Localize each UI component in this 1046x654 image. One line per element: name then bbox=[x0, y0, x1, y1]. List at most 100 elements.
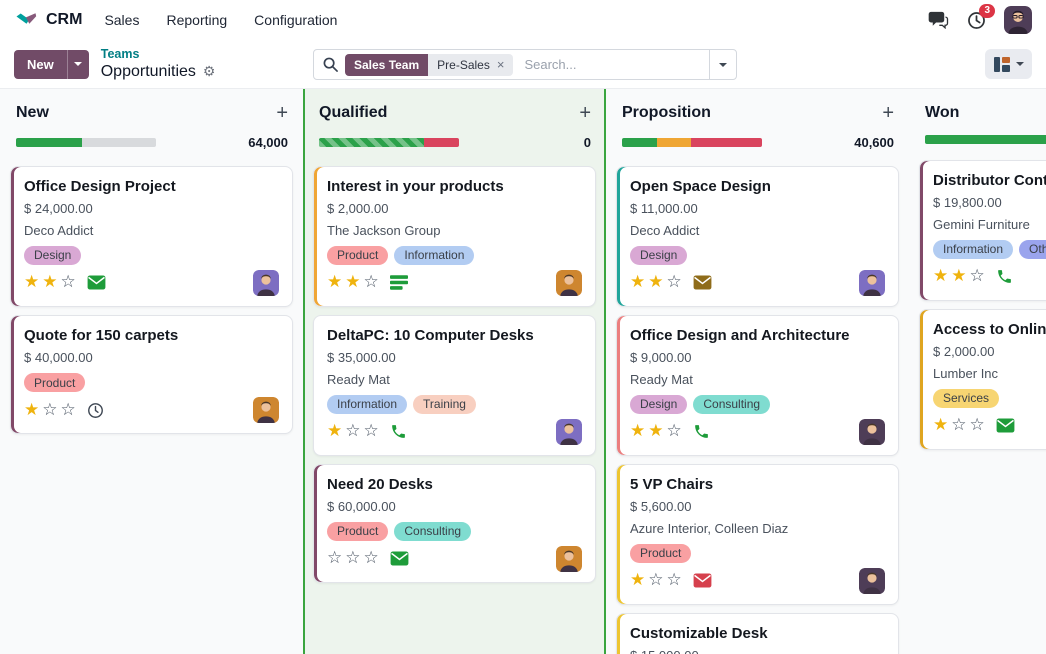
star-icon[interactable]: ★ bbox=[345, 272, 361, 292]
column-progressbar bbox=[319, 138, 459, 147]
tag-list: Information Training bbox=[327, 394, 582, 414]
progress-segment-warning[interactable] bbox=[657, 138, 691, 147]
progress-segment-success[interactable] bbox=[622, 138, 657, 147]
progress-segment-danger[interactable] bbox=[690, 138, 762, 147]
star-icon[interactable]: ☆ bbox=[60, 399, 76, 419]
kanban-card-access-to-online-catalog[interactable]: Access to Online Catalog $ 2,000.00 Lumber… bbox=[919, 308, 1046, 450]
assignee-avatar[interactable] bbox=[253, 269, 279, 296]
kanban-card-office-design-and-architecture[interactable]: Office Design and Architecture $ 9,000.00… bbox=[616, 314, 899, 456]
search-dropdown-toggle[interactable] bbox=[709, 50, 736, 79]
activities-clock-icon[interactable]: 3 bbox=[967, 3, 995, 30]
column-cards: Distributor Contract $ 19,800.00 Gemini Fu… bbox=[919, 160, 1046, 450]
star-icon[interactable]: ★ bbox=[630, 421, 646, 441]
envelope-icon[interactable] bbox=[87, 275, 106, 290]
add-record-button[interactable]: + bbox=[882, 102, 894, 124]
star-icon[interactable]: ☆ bbox=[345, 421, 361, 441]
star-icon[interactable]: ★ bbox=[24, 399, 40, 419]
messages-icon[interactable] bbox=[928, 11, 949, 29]
kanban-card-interest-in-your-products[interactable]: Interest in your products $ 2,000.00 The J… bbox=[313, 166, 596, 307]
star-icon[interactable]: ☆ bbox=[363, 548, 379, 568]
tag-list: Design Consulting bbox=[630, 394, 885, 414]
facet-remove-icon[interactable]: × bbox=[496, 57, 505, 72]
assignee-avatar[interactable] bbox=[859, 269, 885, 296]
expected-revenue: $ 60,000.00 bbox=[327, 499, 396, 515]
assignee-avatar[interactable] bbox=[859, 567, 885, 594]
expected-revenue: $ 9,000.00 bbox=[630, 350, 692, 366]
progress-segment-muted[interactable] bbox=[81, 138, 156, 147]
new-dropdown-toggle[interactable] bbox=[66, 49, 89, 79]
star-icon[interactable]: ★ bbox=[933, 415, 949, 435]
phone-icon[interactable] bbox=[390, 423, 407, 440]
new-button[interactable]: New bbox=[14, 49, 67, 79]
clock-icon[interactable] bbox=[87, 402, 104, 419]
add-record-button[interactable]: + bbox=[276, 102, 288, 124]
view-switcher-button[interactable] bbox=[985, 49, 1032, 79]
assignee-avatar[interactable] bbox=[556, 545, 582, 572]
envelope-icon[interactable] bbox=[390, 551, 409, 566]
star-icon[interactable]: ☆ bbox=[345, 548, 361, 568]
phone-icon[interactable] bbox=[996, 268, 1013, 285]
bars-icon[interactable] bbox=[389, 275, 408, 291]
phone-icon[interactable] bbox=[693, 423, 710, 440]
envelope-icon[interactable] bbox=[693, 573, 712, 588]
star-icon[interactable]: ★ bbox=[648, 421, 664, 441]
star-icon[interactable]: ☆ bbox=[951, 415, 967, 435]
star-icon[interactable]: ★ bbox=[648, 272, 664, 292]
menu-reporting[interactable]: Reporting bbox=[166, 12, 228, 28]
progress-segment-success[interactable] bbox=[16, 138, 82, 147]
star-icon[interactable]: ★ bbox=[630, 570, 646, 590]
star-icon[interactable]: ★ bbox=[42, 272, 58, 292]
card-footer: ★ ☆ ☆ bbox=[327, 418, 582, 445]
kanban-card-quote-for-150-carpets[interactable]: Quote for 150 carpets $ 40,000.00 Product ★… bbox=[10, 314, 293, 435]
star-icon[interactable]: ☆ bbox=[648, 570, 664, 590]
star-icon[interactable]: ★ bbox=[933, 266, 949, 286]
envelope-icon[interactable] bbox=[693, 275, 712, 290]
star-icon[interactable]: ☆ bbox=[666, 421, 682, 441]
kanban-card-5-vp-chairs[interactable]: 5 VP Chairs $ 5,600.00 Azure Interior, Col… bbox=[616, 463, 899, 605]
search-input[interactable] bbox=[522, 56, 709, 73]
column-cards: Office Design Project $ 24,000.00 Deco Add… bbox=[10, 166, 293, 435]
page-title: Opportunities bbox=[100, 62, 196, 80]
column-progressbar bbox=[16, 138, 156, 147]
star-icon[interactable]: ★ bbox=[24, 272, 40, 292]
assignee-avatar[interactable] bbox=[556, 269, 582, 296]
star-icon[interactable]: ★ bbox=[327, 421, 343, 441]
menu-sales[interactable]: Sales bbox=[104, 12, 140, 28]
star-icon[interactable]: ☆ bbox=[363, 421, 379, 441]
gear-icon[interactable]: ⚙ bbox=[202, 63, 216, 80]
star-icon[interactable]: ★ bbox=[630, 272, 646, 292]
star-icon[interactable]: ☆ bbox=[327, 548, 343, 568]
expected-revenue: $ 15,000.00 bbox=[630, 647, 885, 654]
apps-menu-button[interactable]: CRM bbox=[14, 8, 82, 32]
column-header: Qualified + bbox=[313, 101, 596, 125]
progress-segment-success[interactable] bbox=[319, 138, 424, 147]
star-icon[interactable]: ☆ bbox=[60, 272, 76, 292]
star-icon[interactable]: ★ bbox=[951, 266, 967, 286]
tag-product: Product bbox=[630, 543, 692, 563]
kanban-card-need-20-desks[interactable]: Need 20 Desks $ 60,000.00 Product Consultin… bbox=[313, 463, 596, 583]
envelope-icon[interactable] bbox=[996, 418, 1015, 433]
star-icon[interactable]: ☆ bbox=[666, 570, 682, 590]
breadcrumb-teams-link[interactable]: Teams bbox=[100, 46, 140, 61]
kanban-card-open-space-design[interactable]: Open Space Design $ 11,000.00 Deco Addict D… bbox=[616, 166, 899, 307]
assignee-avatar[interactable] bbox=[556, 418, 582, 445]
progress-segment-danger[interactable] bbox=[424, 138, 459, 147]
assignee-avatar[interactable] bbox=[859, 418, 885, 445]
assignee-avatar[interactable] bbox=[253, 397, 279, 424]
star-icon[interactable]: ☆ bbox=[363, 272, 379, 292]
tag-list: Product Consulting bbox=[327, 521, 582, 541]
star-icon[interactable]: ☆ bbox=[969, 415, 985, 435]
star-icon[interactable]: ★ bbox=[327, 272, 343, 292]
star-icon[interactable]: ☆ bbox=[969, 266, 985, 286]
kanban-card-distributor-contract[interactable]: Distributor Contract $ 19,800.00 Gemini Fu… bbox=[919, 160, 1046, 301]
user-avatar[interactable] bbox=[1004, 6, 1032, 34]
star-icon[interactable]: ☆ bbox=[666, 272, 682, 292]
tag-product: Product bbox=[327, 245, 389, 265]
kanban-card-deltapc-10-computer-desks[interactable]: DeltaPC: 10 Computer Desks $ 35,000.00 Rea… bbox=[313, 314, 596, 456]
kanban-card-office-design-project[interactable]: Office Design Project $ 24,000.00 Deco Add… bbox=[10, 166, 293, 307]
add-record-button[interactable]: + bbox=[579, 102, 591, 124]
star-icon[interactable]: ☆ bbox=[42, 399, 58, 419]
menu-configuration[interactable]: Configuration bbox=[254, 12, 338, 28]
progress-segment-success[interactable] bbox=[925, 135, 1046, 144]
